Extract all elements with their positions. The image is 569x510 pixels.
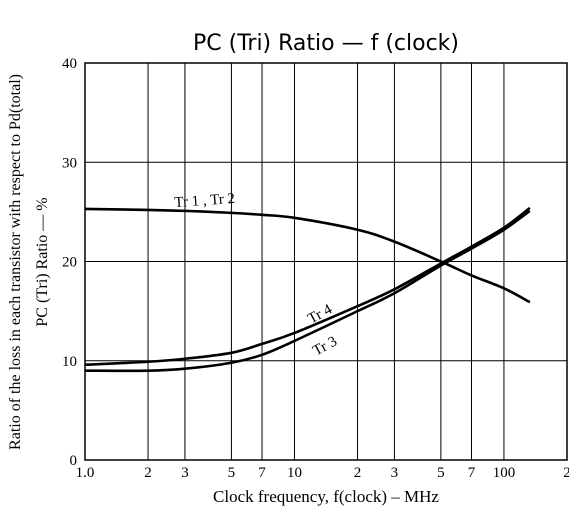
- y-tick-label: 10: [62, 354, 77, 370]
- x-tick-label: 7: [258, 465, 266, 481]
- y-axis-label: Ratio of the loss in each transistor wit…: [7, 74, 24, 450]
- y-tick-label: 0: [70, 453, 78, 469]
- x-tick-label: 1.0: [76, 465, 95, 481]
- chart-title: PC (Tri) Ratio — f (clock): [193, 31, 459, 56]
- x-tick-label: 100: [493, 465, 516, 481]
- plot-frame: [84, 62, 568, 461]
- y-axis-label-2: PC (Tri) Ratio — %: [34, 197, 51, 326]
- line: [84, 206, 531, 367]
- x-tick-label: 5: [437, 465, 445, 481]
- y-tick-label: 30: [62, 155, 77, 171]
- y-tick-label: 20: [62, 255, 77, 271]
- x-axis-label: Clock frequency, f(clock) – MHz: [213, 487, 439, 506]
- x-tick-label: 7: [468, 465, 476, 481]
- x-tick-label: 2: [563, 465, 569, 481]
- x-tick-label: 2: [144, 465, 152, 481]
- series-label: Tr 1 , Tr 2: [174, 191, 236, 211]
- line: [84, 207, 531, 304]
- x-tick-label: 3: [391, 465, 399, 481]
- x-tick-label: 10: [287, 465, 302, 481]
- x-tick-label: 3: [181, 465, 189, 481]
- series-label: Tr 3: [310, 334, 339, 360]
- line: [84, 209, 531, 373]
- x-tick-label: 2: [354, 465, 362, 481]
- y-tick-label: 40: [62, 56, 77, 72]
- x-tick-label: 5: [228, 465, 236, 481]
